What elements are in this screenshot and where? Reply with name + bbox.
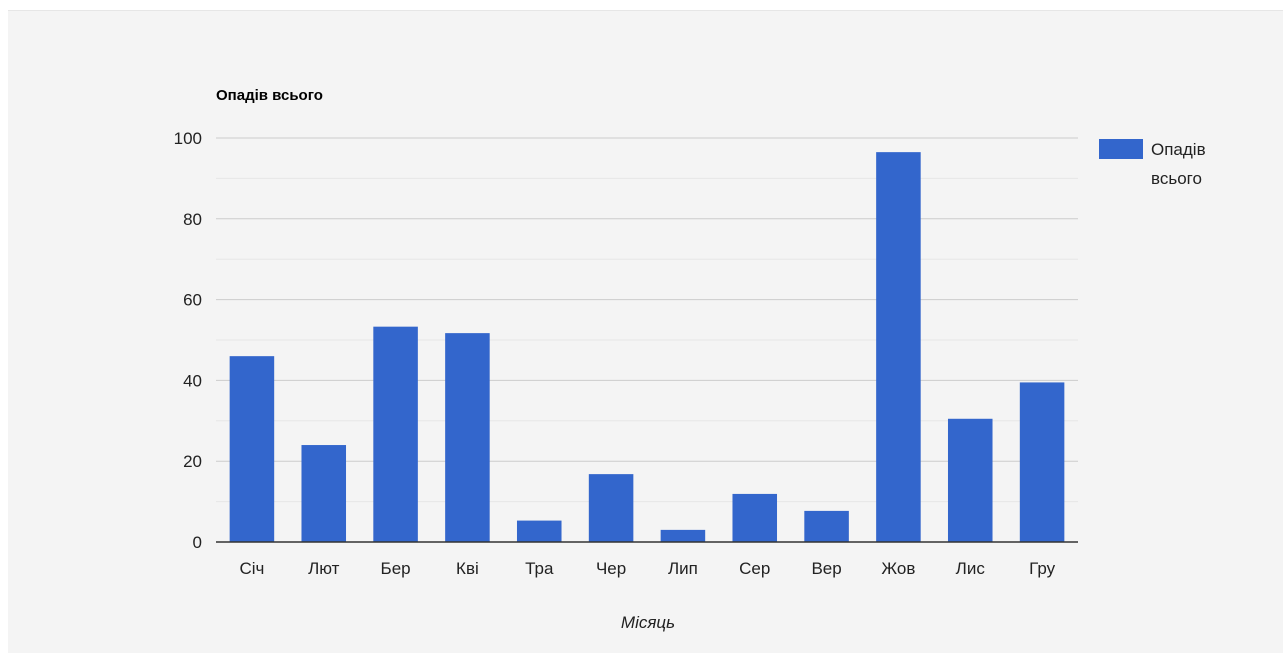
- y-tick-label: 20: [183, 452, 202, 471]
- x-tick-label: Тра: [525, 559, 554, 578]
- legend[interactable]: Опадів всього: [1099, 139, 1206, 188]
- y-tick-label: 0: [193, 533, 202, 552]
- x-axis-label: Місяць: [621, 613, 675, 632]
- bar-6[interactable]: [588, 474, 634, 542]
- bar-12[interactable]: [1019, 382, 1065, 542]
- x-tick-label: Жов: [881, 559, 915, 578]
- bars: [229, 152, 1065, 542]
- bar-9[interactable]: [804, 510, 849, 542]
- y-tick-label: 40: [183, 371, 202, 390]
- x-tick-label: Сер: [739, 559, 770, 578]
- x-tick-label: Бер: [381, 559, 411, 578]
- x-tick-label: Вер: [811, 559, 841, 578]
- bar-2[interactable]: [301, 445, 347, 542]
- y-tick-label: 100: [174, 129, 202, 148]
- chart-container: Опадів всього 0 20 40 60 80 100 Січ Лют Бер Кві Т…: [8, 10, 1283, 653]
- legend-label-line-2: всього: [1151, 169, 1202, 188]
- x-tick-label: Чер: [596, 559, 626, 578]
- y-axis-ticks: 0 20 40 60 80 100: [174, 129, 202, 552]
- legend-swatch: [1099, 139, 1143, 159]
- x-tick-label: Лип: [668, 559, 698, 578]
- legend-label-line-1: Опадів: [1151, 140, 1206, 159]
- bar-3[interactable]: [373, 326, 418, 542]
- bar-5[interactable]: [516, 520, 562, 542]
- gridlines: [216, 137, 1078, 503]
- bar-1[interactable]: [229, 356, 275, 542]
- x-axis-ticks: Січ Лют Бер Кві Тра Чер Лип Сер Вер Жов Лис Гру: [239, 559, 1055, 578]
- bar-7[interactable]: [660, 529, 706, 542]
- y-tick-label: 80: [183, 210, 202, 229]
- y-tick-label: 60: [183, 291, 202, 310]
- bar-8[interactable]: [732, 493, 778, 542]
- bar-11[interactable]: [947, 418, 993, 542]
- x-tick-label: Лют: [308, 559, 340, 578]
- x-tick-label: Гру: [1029, 559, 1056, 578]
- x-tick-label: Січ: [239, 559, 264, 578]
- bar-4[interactable]: [445, 333, 490, 542]
- bar-10[interactable]: [876, 152, 921, 542]
- x-tick-label: Лис: [956, 559, 986, 578]
- precipitation-bar-chart: Опадів всього 0 20 40 60 80 100 Січ Лют Бер Кві Т…: [174, 87, 1206, 632]
- chart-title: Опадів всього: [216, 87, 323, 104]
- x-tick-label: Кві: [456, 559, 479, 578]
